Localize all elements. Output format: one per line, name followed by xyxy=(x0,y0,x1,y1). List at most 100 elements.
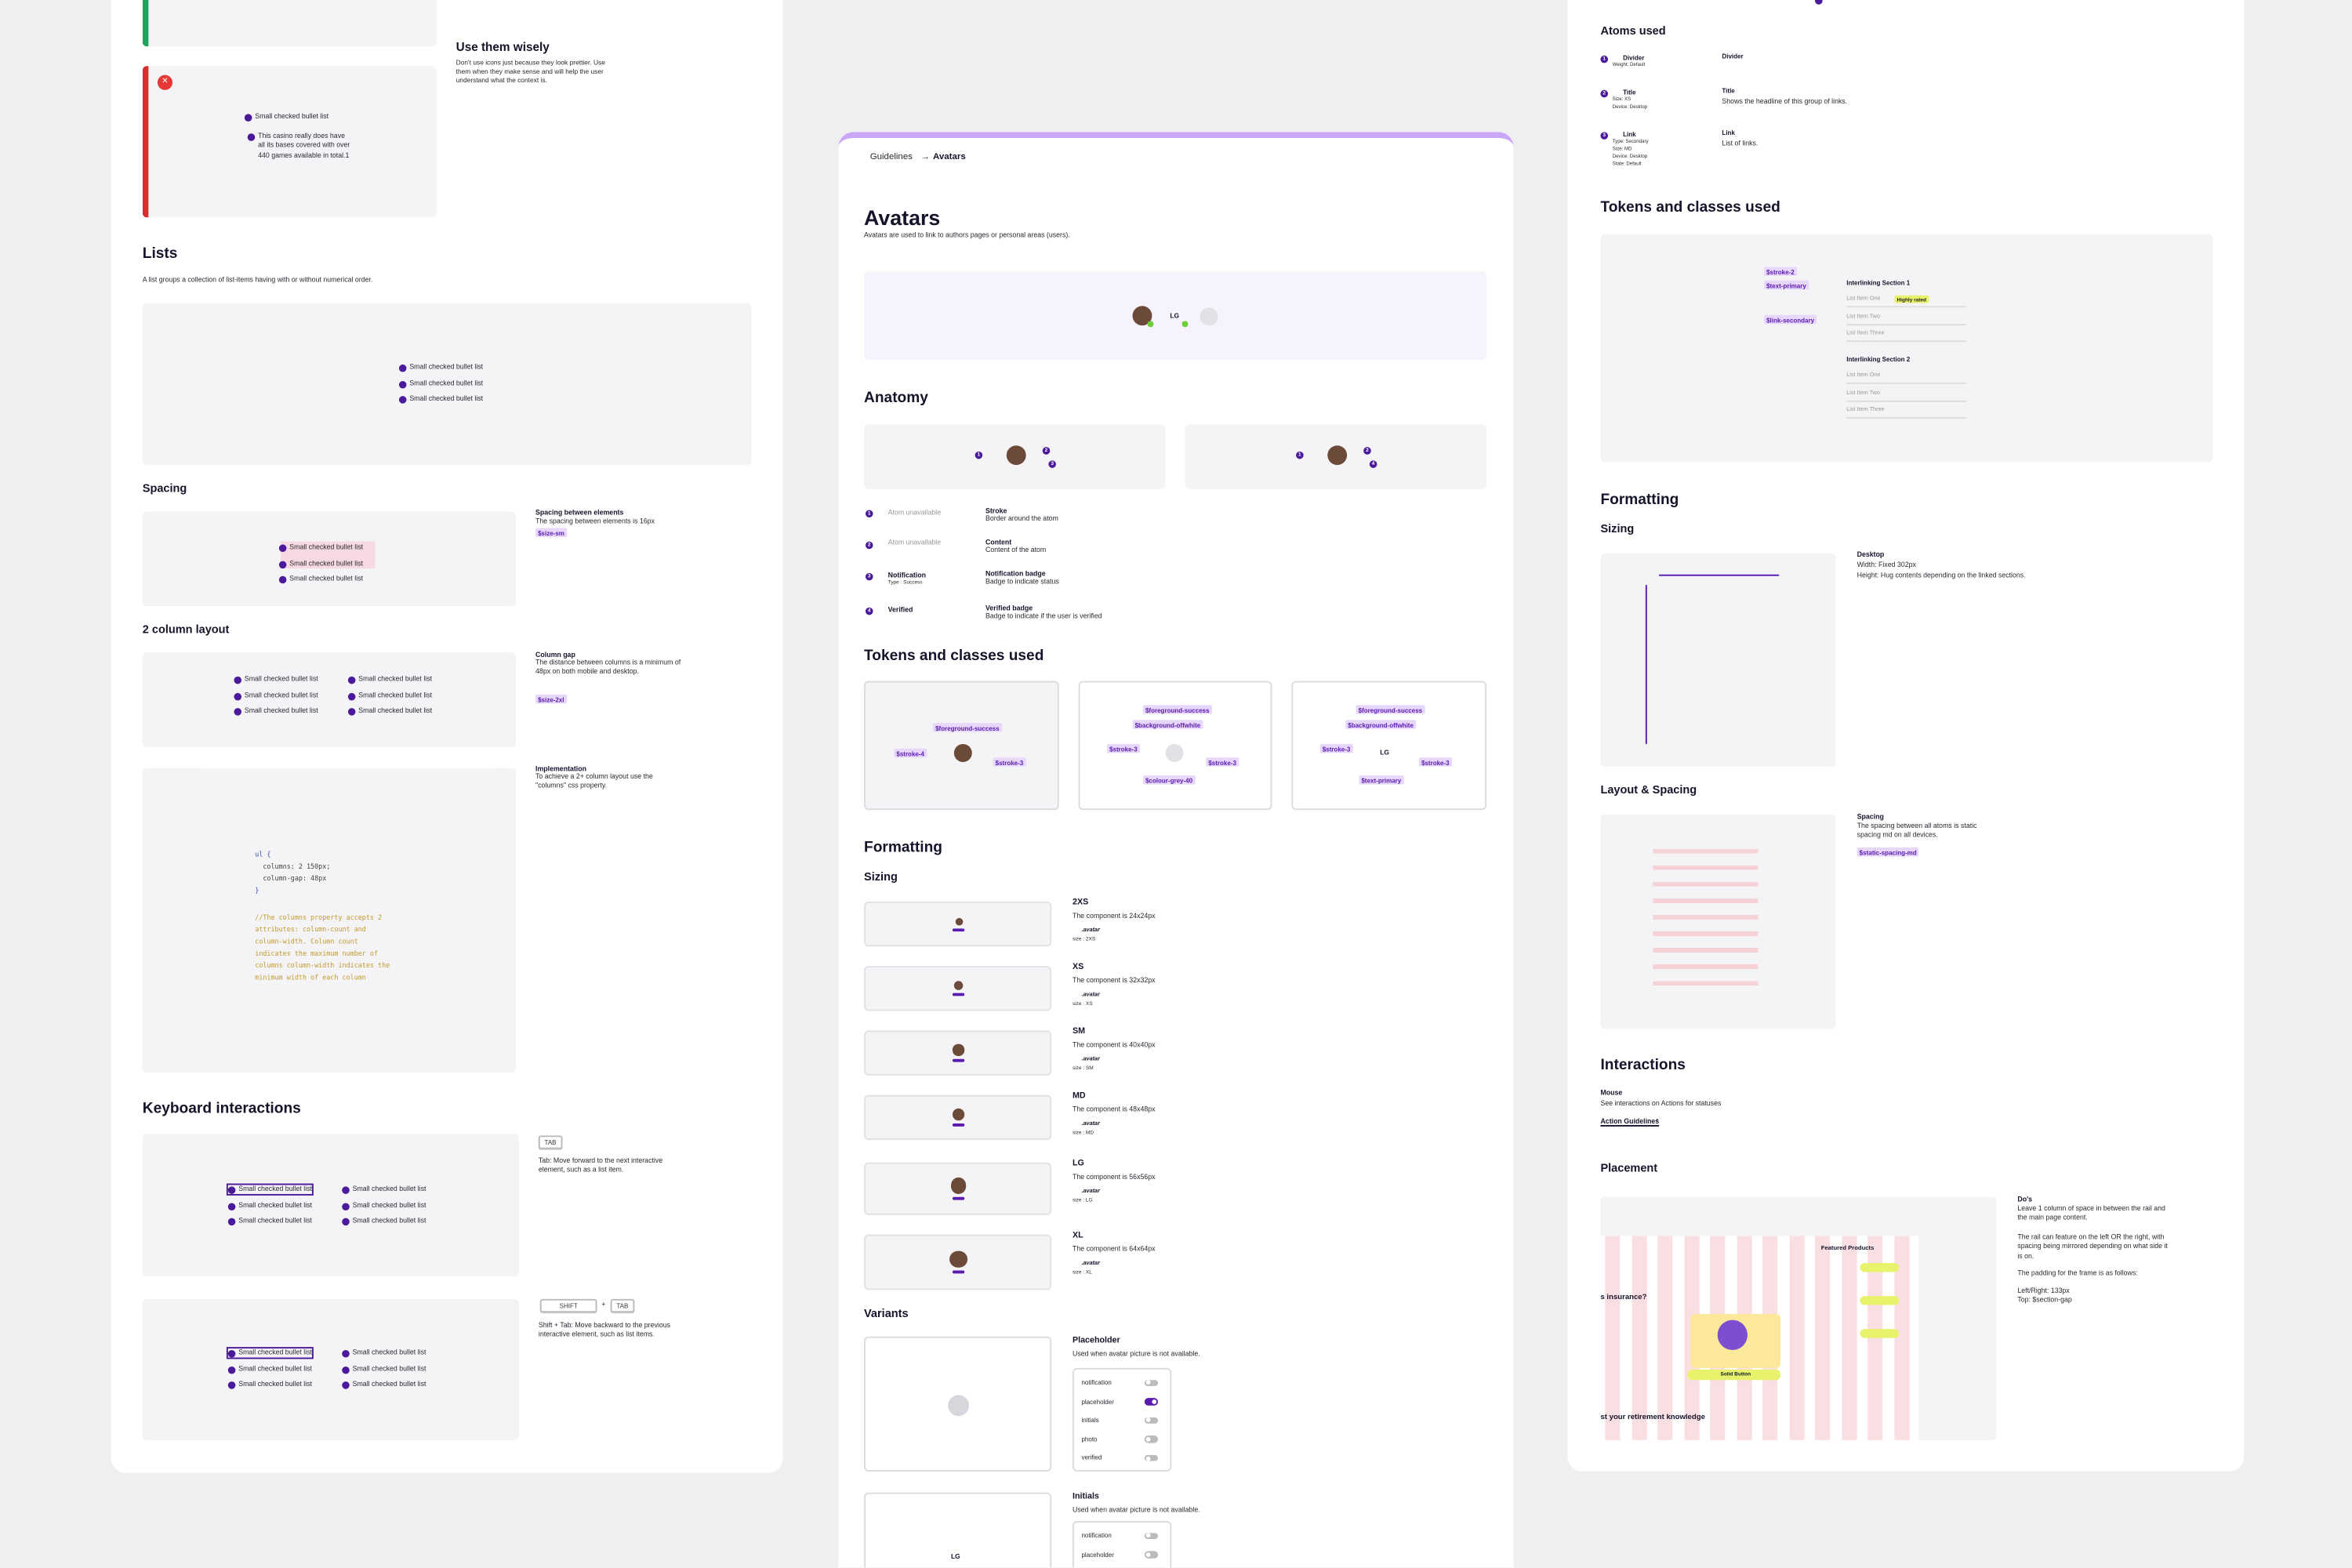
bullet: Small checked bullet list xyxy=(398,379,483,388)
token: $foreground-success xyxy=(1356,705,1425,715)
toggle[interactable] xyxy=(1144,1417,1159,1425)
placement-heading: st your retirement knowledge xyxy=(1600,1413,1705,1422)
atom-title: Link xyxy=(1722,129,1735,137)
token: $size-2xl xyxy=(535,694,567,704)
token: $foreground-success xyxy=(933,723,1002,733)
breadcrumb-link[interactable]: Guidelines xyxy=(869,153,913,162)
bullet: Small checked bullet list xyxy=(278,543,363,552)
spacing-desc: The spacing between elements is 16px xyxy=(535,517,655,525)
atom-title: Divider xyxy=(1722,52,1744,60)
code-line: column-gap: 48px xyxy=(255,876,327,884)
two-col-title: 2 column layout xyxy=(142,622,230,637)
status-dot xyxy=(1181,321,1188,327)
error-icon: × xyxy=(157,74,173,90)
bullet: Small checked bullet list xyxy=(342,1202,426,1210)
bullet: Small checked bullet list xyxy=(347,675,432,684)
dos-title: Do's xyxy=(2017,1195,2033,1203)
size-class: .avatar xyxy=(1081,1120,1100,1127)
column-stripe xyxy=(1788,1236,1804,1440)
size-tag xyxy=(952,927,965,931)
bullet: Small checked bullet list xyxy=(398,363,483,372)
avatar-photo xyxy=(949,1250,967,1269)
bullet: Small checked bullet list xyxy=(234,706,318,715)
toggle[interactable] xyxy=(1144,1532,1159,1540)
size-prop: size : XS xyxy=(1072,1000,1093,1007)
dos-text: The rail can feature on the left OR the … xyxy=(2017,1232,2168,1260)
keyboard-box xyxy=(142,1298,519,1440)
lists-box xyxy=(142,303,752,466)
section-title: Interlinking Section 1 xyxy=(1846,278,1911,287)
avatar-placeholder xyxy=(1200,307,1218,326)
anatomy-atom: Notification xyxy=(887,571,926,579)
spacing-overlay xyxy=(1653,848,1759,993)
atom-sub: Type: Secondary xyxy=(1612,138,1649,144)
height-text: Height: Hug contents depending on the li… xyxy=(1857,571,2026,579)
anatomy-desc: Border around the atom xyxy=(985,514,1058,522)
size-prop: size : SM xyxy=(1072,1065,1094,1072)
toggle[interactable] xyxy=(1144,1398,1159,1405)
anatomy-name: Stroke xyxy=(985,506,1007,515)
mouse-label: Mouse xyxy=(1600,1089,1623,1097)
lists-desc: A list groups a collection of list-items… xyxy=(142,276,373,284)
atom-desc: Shows the headline of this group of link… xyxy=(1722,97,1848,105)
variant-box xyxy=(864,1492,1052,1568)
atom-num: 2 xyxy=(1600,89,1609,98)
atom-name: Title xyxy=(1623,88,1636,96)
shift-desc: Shift + Tab: Move backward to the previo… xyxy=(538,1321,671,1339)
plus: + xyxy=(601,1300,606,1308)
bullet: Small checked bullet list xyxy=(342,1217,426,1225)
size-tag xyxy=(952,1123,965,1127)
token: $static-spacing-md xyxy=(1857,847,1919,857)
toggle[interactable] xyxy=(1144,1436,1159,1443)
impl-label: Implementation xyxy=(535,764,586,773)
breadcrumb-arrow: → xyxy=(920,153,931,162)
divider xyxy=(1846,323,1967,325)
token: $background-offwhite xyxy=(1345,720,1417,730)
divider xyxy=(1846,306,1967,307)
anatomy-atom: Atom unavailable xyxy=(887,538,942,546)
toggle[interactable] xyxy=(1144,1454,1159,1462)
placement-heading: Featured Products xyxy=(1820,1243,1875,1251)
anatomy-num: 3 xyxy=(865,572,873,581)
avatar-photo xyxy=(952,1108,966,1122)
token: $stroke-3 xyxy=(1206,757,1240,768)
impl-desc: To achieve a 2+ column layout use the "c… xyxy=(535,772,653,790)
atom-sub: State: Default xyxy=(1612,160,1642,167)
toggle[interactable] xyxy=(1144,1551,1159,1559)
size-prop: size : MD xyxy=(1072,1129,1094,1136)
token: $stroke-4 xyxy=(894,748,927,758)
avatar-photo xyxy=(953,980,964,991)
wise-title: Use them wisely xyxy=(456,40,550,54)
token: $colour-grey-40 xyxy=(1142,775,1196,785)
page-desc: Avatars are used to link to authors page… xyxy=(864,230,1070,239)
formatting-title: Formatting xyxy=(864,840,942,857)
layout-title: Layout & Spacing xyxy=(1600,782,1697,797)
casino-text: This casino really does have all its bas… xyxy=(258,132,350,159)
atom-sub: Size: XS xyxy=(1612,96,1632,103)
size-tag xyxy=(952,1196,965,1200)
avatar-initials: LG xyxy=(1380,748,1389,757)
interactions-title: Interactions xyxy=(1600,1057,1686,1074)
sizing-title: Sizing xyxy=(864,869,898,884)
size-desc: The component is 56x56px xyxy=(1072,1173,1156,1181)
action-link[interactable]: Action Guidelines xyxy=(1600,1117,1660,1125)
column-stripe xyxy=(1841,1236,1857,1440)
toggle[interactable] xyxy=(1144,1379,1159,1386)
bullet: Small checked bullet list xyxy=(342,1348,426,1357)
size-name: SM xyxy=(1072,1027,1086,1037)
toggle-label: notification xyxy=(1081,1378,1112,1386)
atom-title: Title xyxy=(1722,86,1735,95)
atom-name: Divider xyxy=(1623,53,1645,62)
variant-name: Placeholder xyxy=(1072,1336,1120,1346)
avatar-placeholder xyxy=(1165,743,1184,762)
toggle-label: placeholder xyxy=(1081,1397,1114,1405)
anatomy-atom: Atom unavailable xyxy=(887,508,942,517)
width-text: Width: Fixed 302px xyxy=(1857,561,1916,569)
keyboard-title: Keyboard interactions xyxy=(142,1101,301,1118)
column-stripe xyxy=(1867,1236,1883,1440)
avatar-photo xyxy=(1006,445,1026,466)
anatomy-num: 2 xyxy=(865,541,873,550)
mouse-desc: See interactions on Actions for statuses xyxy=(1600,1099,1722,1107)
bullet: Small checked bullet list xyxy=(347,706,432,715)
